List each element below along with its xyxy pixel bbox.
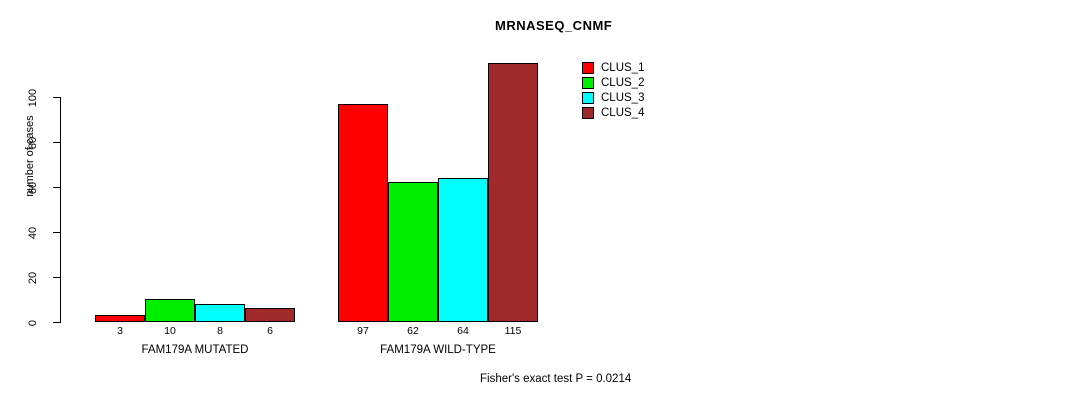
fisher-test-annotation: Fisher's exact test P = 0.0214 [480,373,632,385]
legend-label-clus2: CLUS_2 [601,76,645,89]
bar-value-g2-clus2: 62 [407,325,419,337]
legend-swatch-clus3 [582,91,594,104]
bar-g1-clus1[interactable] [95,315,145,322]
y-tick-0 [53,322,60,323]
bar-value-g2-clus3: 64 [457,325,469,337]
legend-swatch-clus1 [582,61,594,74]
y-tick-40 [53,232,60,233]
bar-g2-clus1[interactable] [338,104,388,322]
legend: CLUS_1 CLUS_2 CLUS_3 CLUS_4 [582,60,644,120]
y-tick-label-20: 20 [27,271,39,285]
legend-label-clus1: CLUS_1 [601,61,645,74]
bar-value-g1-clus3: 8 [217,325,223,337]
legend-swatch-clus4 [582,106,594,119]
bar-g2-clus2[interactable] [388,182,438,322]
bar-value-g1-clus1: 3 [117,325,123,337]
bar-g2-clus4[interactable] [488,63,538,322]
chart-title: MRNASEQ_CNMF [495,18,613,33]
bar-value-g2-clus1: 97 [357,325,369,337]
legend-item-clus3[interactable]: CLUS_3 [582,90,644,105]
bar-g1-clus2[interactable] [145,299,195,322]
y-tick-80 [53,142,60,143]
y-tick-label-60: 60 [27,181,39,195]
bar-value-g2-clus4: 115 [504,325,522,337]
y-tick-label-80: 80 [27,136,39,150]
y-tick-label-40: 40 [27,226,39,240]
y-tick-label-100: 100 [27,88,39,108]
group-label-wildtype: FAM179A WILD-TYPE [380,344,496,356]
y-tick-100 [53,97,60,98]
legend-item-clus4[interactable]: CLUS_4 [582,105,644,120]
bar-g2-clus3[interactable] [438,178,488,322]
legend-label-clus4: CLUS_4 [601,106,645,119]
bar-value-g1-clus4: 6 [267,325,273,337]
bar-g1-clus3[interactable] [195,304,245,322]
y-axis-line [60,97,61,323]
y-tick-20 [53,277,60,278]
legend-item-clus1[interactable]: CLUS_1 [582,60,644,75]
legend-label-clus3: CLUS_3 [601,91,645,104]
legend-swatch-clus2 [582,76,594,89]
group-label-mutated: FAM179A MUTATED [141,344,249,356]
legend-item-clus2[interactable]: CLUS_2 [582,75,644,90]
bar-value-g1-clus2: 10 [164,325,176,337]
bar-g1-clus4[interactable] [245,308,295,322]
y-tick-60 [53,187,60,188]
y-tick-label-0: 0 [27,319,39,327]
